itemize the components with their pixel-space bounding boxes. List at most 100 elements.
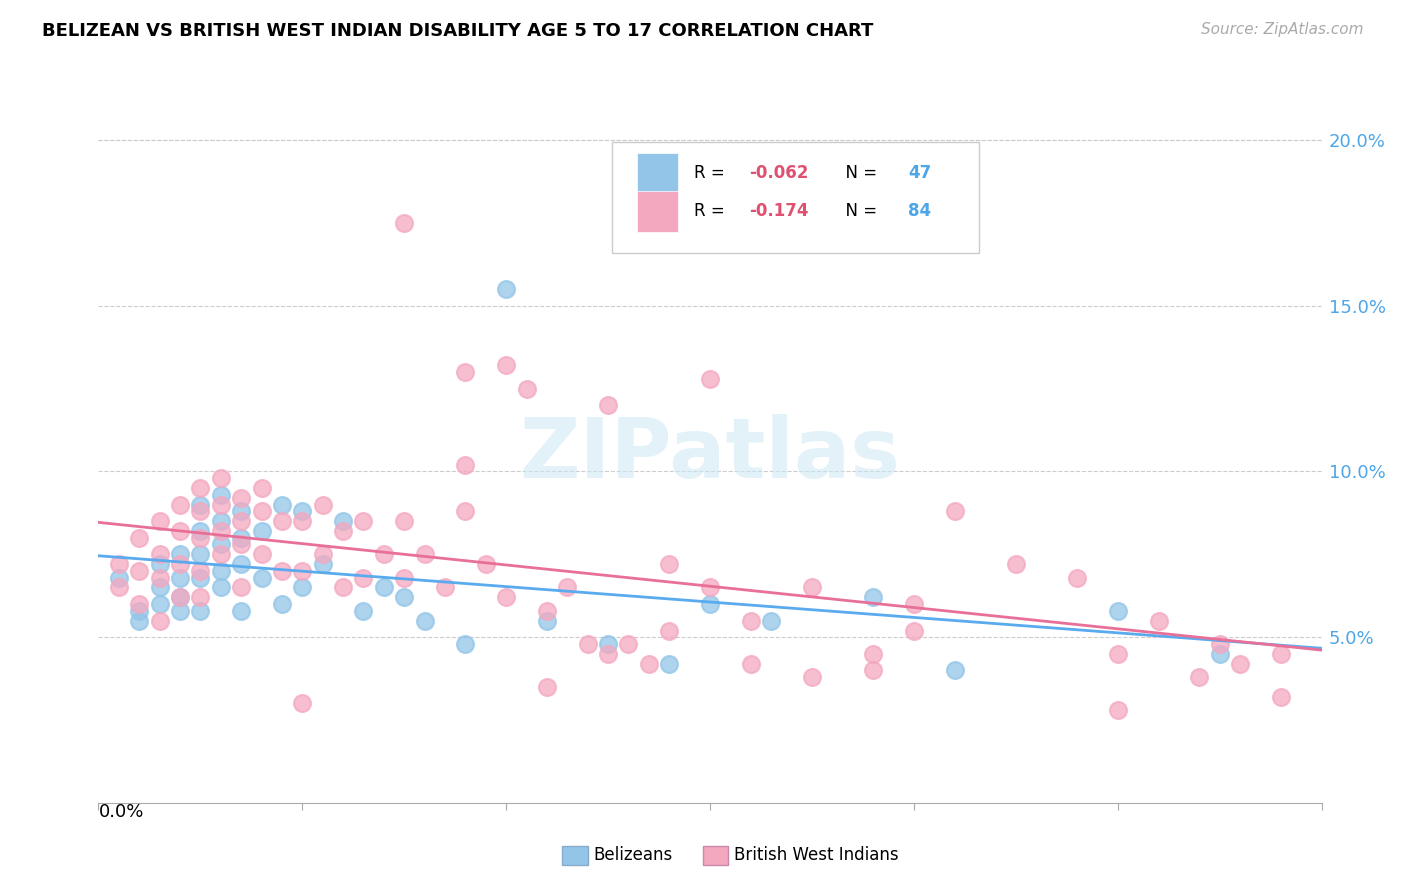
Point — [188, 498, 212, 512]
Point — [352, 570, 374, 584]
Point — [169, 498, 191, 512]
Point — [1208, 637, 1232, 651]
Point — [231, 558, 253, 572]
Point — [495, 359, 517, 373]
Point — [658, 657, 681, 671]
Point — [516, 382, 538, 396]
Point — [128, 564, 150, 578]
Point — [699, 372, 721, 386]
Point — [332, 514, 354, 528]
Point — [291, 504, 314, 518]
Point — [108, 558, 131, 572]
Point — [373, 581, 395, 595]
Point — [270, 564, 292, 578]
Point — [291, 697, 314, 711]
Point — [231, 504, 253, 518]
Point — [801, 581, 824, 595]
Point — [1147, 614, 1170, 628]
Point — [1270, 690, 1292, 704]
Point — [291, 514, 314, 528]
Point — [352, 514, 374, 528]
Point — [270, 597, 292, 611]
Point — [250, 547, 273, 561]
Point — [209, 581, 232, 595]
Text: BELIZEAN VS BRITISH WEST INDIAN DISABILITY AGE 5 TO 17 CORRELATION CHART: BELIZEAN VS BRITISH WEST INDIAN DISABILI… — [42, 22, 873, 40]
Text: Source: ZipAtlas.com: Source: ZipAtlas.com — [1201, 22, 1364, 37]
Point — [209, 498, 232, 512]
Point — [270, 514, 292, 528]
Point — [188, 481, 212, 495]
Text: 47: 47 — [908, 164, 931, 182]
Point — [1107, 647, 1129, 661]
Point — [149, 570, 172, 584]
Point — [943, 504, 966, 518]
Point — [536, 680, 558, 694]
Text: Belizeans: Belizeans — [593, 847, 672, 864]
Point — [149, 547, 172, 561]
Point — [1066, 570, 1088, 584]
Point — [433, 581, 456, 595]
Point — [474, 558, 498, 572]
Point — [209, 524, 232, 538]
Text: ZIPatlas: ZIPatlas — [520, 415, 900, 495]
Point — [392, 570, 416, 584]
Point — [1208, 647, 1232, 661]
FancyBboxPatch shape — [637, 153, 678, 194]
Point — [108, 581, 131, 595]
Point — [188, 504, 212, 518]
Point — [209, 547, 232, 561]
Point — [149, 597, 172, 611]
Text: R =: R = — [695, 164, 730, 182]
Point — [332, 524, 354, 538]
Point — [291, 581, 314, 595]
Point — [209, 488, 232, 502]
Point — [1229, 657, 1251, 671]
Point — [231, 537, 253, 551]
Point — [188, 604, 212, 618]
Point — [862, 663, 884, 677]
Point — [270, 498, 292, 512]
Point — [311, 498, 335, 512]
Point — [169, 570, 191, 584]
Point — [454, 365, 477, 379]
Point — [658, 558, 681, 572]
Point — [231, 531, 253, 545]
Point — [250, 570, 273, 584]
Text: British West Indians: British West Indians — [734, 847, 898, 864]
Point — [149, 514, 172, 528]
Point — [495, 282, 517, 296]
Point — [1270, 647, 1292, 661]
Point — [658, 624, 681, 638]
Point — [903, 597, 925, 611]
Point — [169, 547, 191, 561]
Point — [209, 537, 232, 551]
Point — [495, 591, 517, 605]
Point — [188, 547, 212, 561]
Point — [392, 216, 416, 230]
Point — [1107, 703, 1129, 717]
Text: -0.174: -0.174 — [749, 202, 808, 220]
Text: R =: R = — [695, 202, 730, 220]
Point — [637, 657, 661, 671]
Point — [617, 637, 640, 651]
FancyBboxPatch shape — [637, 191, 678, 232]
Point — [149, 558, 172, 572]
Point — [373, 547, 395, 561]
Point — [740, 614, 762, 628]
Point — [392, 514, 416, 528]
Point — [598, 398, 620, 412]
Point — [209, 514, 232, 528]
Point — [108, 570, 131, 584]
Point — [291, 564, 314, 578]
Point — [149, 581, 172, 595]
Point — [188, 570, 212, 584]
Point — [231, 604, 253, 618]
Text: -0.062: -0.062 — [749, 164, 808, 182]
Point — [332, 581, 354, 595]
Point — [250, 481, 273, 495]
Point — [903, 624, 925, 638]
Point — [311, 558, 335, 572]
Point — [231, 514, 253, 528]
Point — [1004, 558, 1026, 572]
Point — [740, 657, 762, 671]
